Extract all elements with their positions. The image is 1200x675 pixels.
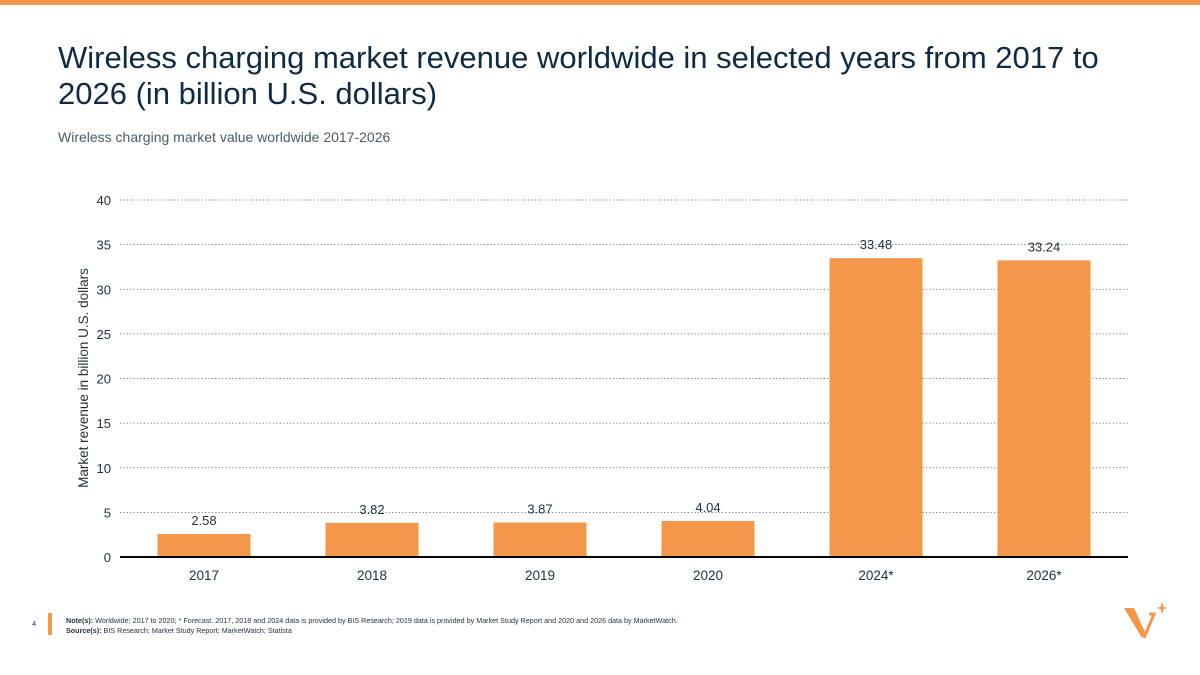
data-label: 3.87 [527,501,552,516]
page-title: Wireless charging market revenue worldwi… [58,40,1099,111]
x-tick-label: 2019 [525,568,555,583]
y-tick-label: 10 [97,461,111,476]
y-tick-label: 0 [104,550,111,565]
page-marker [48,613,52,635]
bar [997,260,1091,557]
bar [493,522,587,557]
x-tick-label: 2018 [357,568,387,583]
sources-line: Source(s): BIS Research; Market Study Re… [66,626,678,636]
bar-chart: 0 5 10 15 20 25 30 35 40 2.58 3.82 3.87 4.04 33.48 33… [76,193,1128,583]
sources-text: BIS Research; Market Study Report; Marke… [101,626,292,635]
y-tick-label: 20 [97,372,111,387]
top-accent-bar [0,0,1200,5]
x-tick-label: 2026* [1026,568,1062,583]
y-tick-label: 5 [104,505,111,520]
y-axis-label: Market revenue in billion U.S. dollars [76,268,91,488]
y-tick-label: 35 [97,238,111,253]
notes-label: Note(s): [66,616,94,625]
data-label: 33.24 [1028,239,1061,254]
bar [325,522,419,557]
sources-label: Source(s): [66,626,102,635]
x-tick-label: 2020 [693,568,723,583]
y-axis-ticks: 0 5 10 15 20 25 30 35 40 [97,193,111,565]
page-number: 4 [32,619,37,628]
gridlines [120,199,1128,513]
statista-v-logo-icon [1124,602,1168,639]
data-label: 33.48 [860,237,893,252]
y-tick-label: 25 [97,327,111,342]
bars [157,258,1091,557]
bar [157,533,251,557]
x-axis-ticks: 2017 2018 2019 2020 2024* 2026* [189,568,1062,583]
y-tick-label: 30 [97,282,111,297]
y-tick-label: 40 [97,193,111,208]
x-tick-label: 2017 [189,568,219,583]
notes-text: Worldwide; 2017 to 2020; * Forecast. 201… [93,616,678,625]
bar [829,258,923,557]
data-label: 4.04 [695,500,720,515]
data-labels: 2.58 3.82 3.87 4.04 33.48 33.24 [191,237,1060,528]
data-label: 2.58 [191,513,216,528]
notes-line: Note(s): Worldwide; 2017 to 2020; * Fore… [66,616,678,626]
data-label: 3.82 [359,502,384,517]
page-subtitle: Wireless charging market value worldwide… [58,129,391,145]
x-tick-label: 2024* [858,568,894,583]
y-tick-label: 15 [97,416,111,431]
bar [661,520,755,557]
footer-notes: Note(s): Worldwide; 2017 to 2020; * Fore… [66,616,678,636]
